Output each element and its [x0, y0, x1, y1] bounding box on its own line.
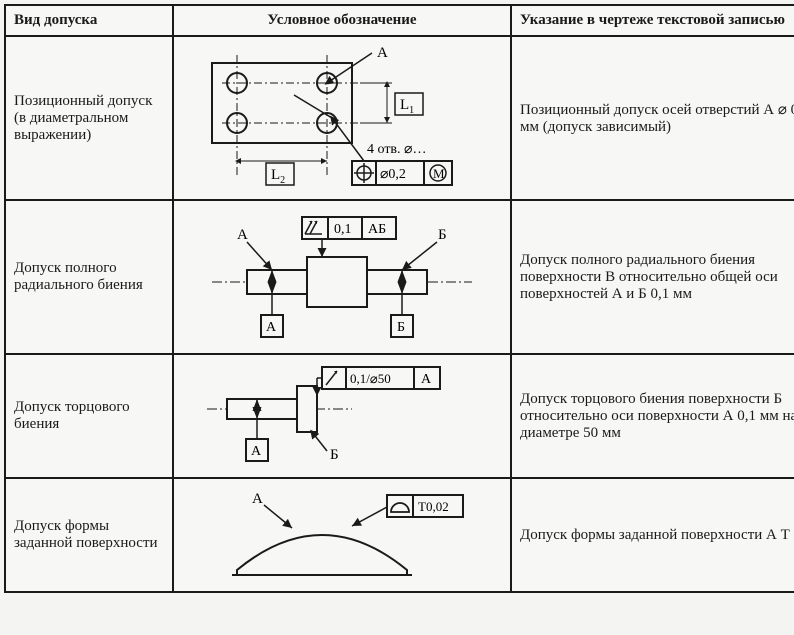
row2-diagram: А Б 0,1 АБ — [173, 200, 511, 354]
row3-type: Допуск торцового биения — [5, 354, 173, 478]
row1-L1: L — [400, 97, 409, 113]
row3-diagram: 0,1/⌀50 А Б А — [173, 354, 511, 478]
header-col1: Вид допуска — [5, 5, 173, 36]
row2-datum-A: А — [266, 320, 277, 335]
row4-fcf-value: T0,02 — [418, 499, 449, 514]
row2-type: Допуск полного радиального биения — [5, 200, 173, 354]
row2-text: Допуск полного радиального биения поверх… — [511, 200, 794, 354]
row3-label-B: Б — [330, 447, 339, 463]
row4-text: Допуск формы заданной поверхности А Т 0,… — [511, 478, 794, 592]
row2-fcf-ref: АБ — [368, 222, 386, 237]
row1-type: Позиционный допуск (в диаметральном выра… — [5, 36, 173, 200]
row3-text: Допуск торцового биения поверхности Б от… — [511, 354, 794, 478]
row1-L2-sub: 2 — [280, 175, 285, 186]
row1-fcf-value: ⌀0,2 — [380, 167, 406, 182]
row2-datum-B: Б — [397, 320, 405, 335]
header-col2: Условное обозначение — [173, 5, 511, 36]
row1-L2: L — [271, 167, 280, 183]
table-row: Допуск полного радиального биения — [5, 200, 794, 354]
table-row: Допуск торцового биения — [5, 354, 794, 478]
row3-fcf-ref: А — [421, 372, 432, 387]
row2-fcf-value: 0,1 — [334, 222, 352, 237]
row1-L1-sub: 1 — [409, 105, 414, 116]
row2-label-B: Б — [438, 227, 447, 243]
row1-fcf-mod: M — [433, 166, 445, 181]
row4-type: Допуск формы заданной поверхности — [5, 478, 173, 592]
row1-fcf: ⌀0,2 M — [352, 161, 452, 185]
row2-label-A: А — [237, 227, 248, 243]
table-row: Позиционный допуск (в диаметральном выра… — [5, 36, 794, 200]
row1-diagram: А L1 L2 4 отв. ⌀… — [173, 36, 511, 200]
row2-fcf: 0,1 АБ — [302, 217, 396, 239]
header-col3: Указание в чертеже текстовой записью — [511, 5, 794, 36]
row3-fcf-value: 0,1/⌀50 — [350, 371, 391, 386]
row1-text: Позиционный допуск осей отверстий А ⌀ 0,… — [511, 36, 794, 200]
row1-note-holes: 4 отв. ⌀… — [367, 142, 426, 157]
tolerance-table: Вид допуска Условное обозначение Указани… — [4, 4, 794, 593]
row4-fcf: T0,02 — [387, 495, 463, 517]
row1-label-A: А — [377, 45, 388, 61]
row3-datum-A: А — [251, 444, 262, 459]
row4-diagram: А T0,02 — [173, 478, 511, 592]
row4-label-A: А — [252, 491, 263, 507]
table-row: Допуск формы заданной поверхности А — [5, 478, 794, 592]
row3-fcf: 0,1/⌀50 А — [322, 367, 440, 389]
